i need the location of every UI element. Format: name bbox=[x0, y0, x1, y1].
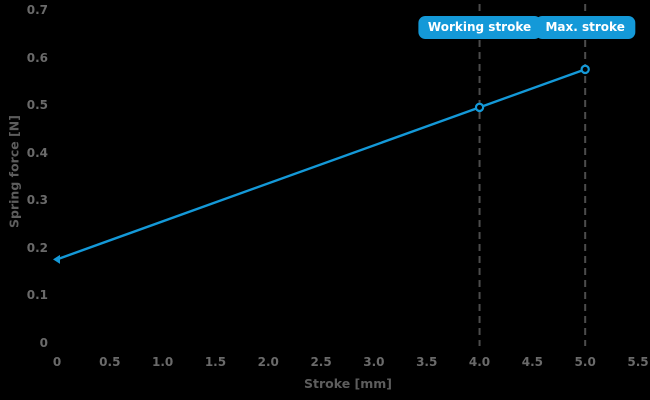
x-axis-title: Stroke [mm] bbox=[303, 376, 392, 391]
series-line bbox=[56, 68, 586, 261]
y-tick-label: 0.1 bbox=[26, 288, 48, 302]
data-point-marker bbox=[53, 254, 60, 264]
x-tick-label: 0 bbox=[52, 355, 62, 369]
y-tick-label: 0.3 bbox=[26, 193, 48, 207]
x-tick-label: 4.5 bbox=[521, 355, 543, 369]
data-point-marker bbox=[474, 102, 485, 113]
x-tick-label: 5.0 bbox=[574, 355, 596, 369]
x-tick-label: 4.0 bbox=[468, 355, 491, 369]
x-tick-label: 1.0 bbox=[151, 355, 174, 369]
x-tick-label: 0.5 bbox=[99, 355, 121, 369]
x-tick-label: 5.5 bbox=[627, 355, 649, 369]
y-tick-label: 0.6 bbox=[26, 50, 48, 65]
y-tick-label: 0 bbox=[39, 335, 48, 350]
x-tick-label: 3.0 bbox=[363, 355, 385, 369]
data-point-marker bbox=[580, 64, 590, 75]
y-tick-label: 0.4 bbox=[26, 145, 48, 160]
x-tick-label: 1.5 bbox=[204, 355, 227, 369]
x-tick-label: 2.5 bbox=[310, 355, 332, 369]
y-tick-label: 0.5 bbox=[26, 98, 48, 112]
annotation-max-stroke: Max. stroke bbox=[535, 16, 635, 39]
annotation-working-stroke: Working stroke bbox=[417, 16, 542, 39]
y-tick-label: 0.2 bbox=[26, 240, 48, 255]
y-tick-label: 0.7 bbox=[26, 3, 48, 17]
x-tick-label: 3.5 bbox=[416, 355, 438, 369]
x-tick-label: 2.0 bbox=[257, 355, 279, 369]
